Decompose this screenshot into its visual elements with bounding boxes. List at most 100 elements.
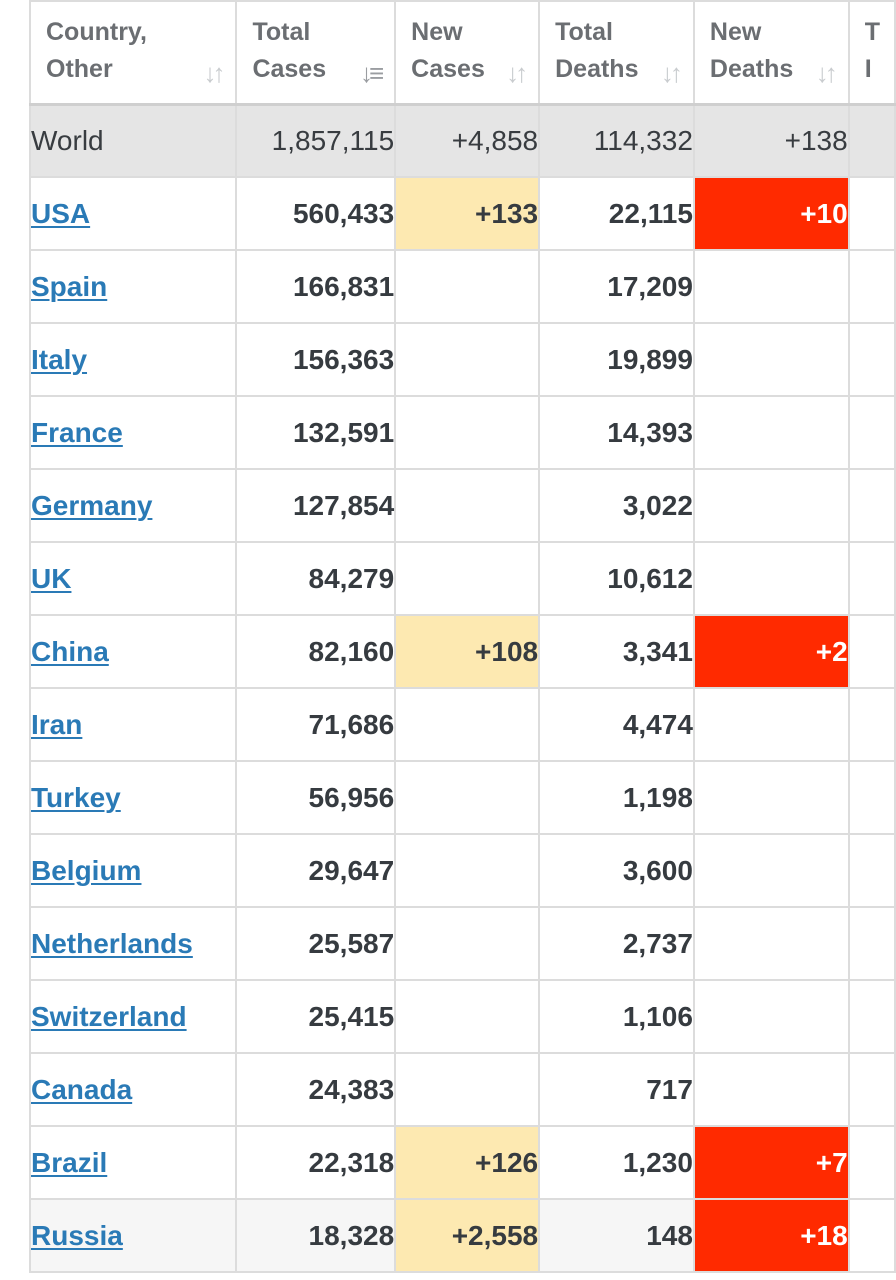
sort-arrows-icon[interactable]: ↓↑ xyxy=(506,58,528,88)
new-deaths-cell xyxy=(692,1052,850,1127)
country-link[interactable]: Russia xyxy=(31,1219,123,1251)
sort-arrows-icon[interactable]: ↓↑ xyxy=(203,58,225,88)
table-row: Germany 127,854 3,022 xyxy=(28,468,896,543)
new-cases-cell: +133 xyxy=(394,176,541,251)
new-cases-cell xyxy=(394,687,541,762)
country-link[interactable]: France xyxy=(31,416,123,448)
sort-desc-icon[interactable]: ↓≡ xyxy=(360,58,384,88)
total-deaths-cell: 22,115 xyxy=(538,176,695,251)
world-total-row: World 1,857,115 +4,858 114,332 +138 xyxy=(28,103,896,178)
header-line: Cases xyxy=(252,55,327,83)
header-line: Total xyxy=(555,18,613,46)
new-deaths-cell xyxy=(692,760,850,835)
table-row: Belgium 29,647 3,600 xyxy=(28,833,896,908)
country-cell: China xyxy=(28,614,238,689)
partial-cell xyxy=(847,176,896,251)
column-header-total-cases[interactable]: Total Cases ↓≡ xyxy=(235,0,397,106)
world-total-cases: 1,857,115 xyxy=(235,103,397,178)
total-deaths-cell: 3,341 xyxy=(538,614,695,689)
country-link[interactable]: Switzerland xyxy=(31,1000,187,1032)
total-cases-cell: 25,587 xyxy=(235,906,397,981)
new-deaths-cell xyxy=(692,979,850,1054)
coronavirus-stats-table: Country, Other ↓↑ Total Cases ↓≡ New Cas… xyxy=(28,0,896,1273)
country-cell: Italy xyxy=(28,322,238,397)
header-line: Country, xyxy=(46,18,147,46)
table-row: Iran 71,686 4,474 xyxy=(28,687,896,762)
country-cell: Brazil xyxy=(28,1125,238,1200)
total-deaths-cell: 1,198 xyxy=(538,760,695,835)
new-deaths-cell xyxy=(692,833,850,908)
column-header-total-deaths[interactable]: Total Deaths ↓↑ xyxy=(538,0,695,106)
country-link[interactable]: Spain xyxy=(31,270,108,302)
sort-arrows-icon[interactable]: ↓↑ xyxy=(815,58,838,88)
new-deaths-cell xyxy=(692,395,850,470)
new-deaths-cell xyxy=(692,249,850,324)
partial-cell xyxy=(847,833,896,908)
new-cases-cell xyxy=(394,249,541,324)
table-row: Russia 18,328 +2,558 148 +18 xyxy=(28,1198,896,1273)
country-link[interactable]: UK xyxy=(31,562,72,594)
table-row: USA 560,433 +133 22,115 +10 xyxy=(28,176,896,251)
new-deaths-cell xyxy=(692,906,850,981)
new-deaths-cell xyxy=(692,468,850,543)
header-line: New xyxy=(411,18,463,46)
country-link[interactable]: Turkey xyxy=(31,781,121,813)
total-deaths-cell: 3,022 xyxy=(538,468,695,543)
left-margin xyxy=(0,0,30,1280)
new-deaths-cell xyxy=(692,687,850,762)
country-link[interactable]: Brazil xyxy=(31,1146,108,1178)
total-cases-cell: 166,831 xyxy=(235,249,397,324)
column-header-partial[interactable]: T I xyxy=(847,0,896,106)
table-row: UK 84,279 10,612 xyxy=(28,541,896,616)
column-header-new-cases[interactable]: New Cases ↓↑ xyxy=(394,0,541,106)
partial-cell xyxy=(847,1125,896,1200)
country-link[interactable]: Canada xyxy=(31,1073,133,1105)
country-cell: Iran xyxy=(28,687,238,762)
partial-cell xyxy=(847,541,896,616)
country-link[interactable]: Germany xyxy=(31,489,153,521)
country-cell: France xyxy=(28,395,238,470)
total-cases-cell: 82,160 xyxy=(235,614,397,689)
new-cases-cell xyxy=(394,468,541,543)
country-link[interactable]: USA xyxy=(31,197,91,229)
new-deaths-cell xyxy=(692,322,850,397)
total-cases-cell: 156,363 xyxy=(235,322,397,397)
partial-cell xyxy=(847,1198,896,1273)
total-deaths-cell: 19,899 xyxy=(538,322,695,397)
total-deaths-cell: 3,600 xyxy=(538,833,695,908)
header-line: T xyxy=(864,18,880,46)
header-line: New xyxy=(709,18,762,46)
world-label: World xyxy=(28,103,238,178)
header-line: Other xyxy=(46,55,113,83)
new-deaths-cell: +2 xyxy=(692,614,850,689)
partial-cell xyxy=(847,760,896,835)
table-row: Spain 166,831 17,209 xyxy=(28,249,896,324)
new-cases-cell: +2,558 xyxy=(394,1198,541,1273)
new-cases-cell xyxy=(394,906,541,981)
column-header-country[interactable]: Country, Other ↓↑ xyxy=(28,0,238,106)
column-header-new-deaths[interactable]: New Deaths ↓↑ xyxy=(692,0,850,106)
total-deaths-cell: 14,393 xyxy=(538,395,695,470)
total-deaths-cell: 1,106 xyxy=(538,979,695,1054)
country-link[interactable]: Belgium xyxy=(31,854,142,886)
total-cases-cell: 84,279 xyxy=(235,541,397,616)
sort-arrows-icon[interactable]: ↓↑ xyxy=(660,58,683,88)
partial-cell xyxy=(847,249,896,324)
country-link[interactable]: China xyxy=(31,635,109,667)
country-link[interactable]: Netherlands xyxy=(31,927,193,959)
header-line: Deaths xyxy=(555,55,639,83)
country-link[interactable]: Italy xyxy=(31,343,88,375)
world-new-cases: +4,858 xyxy=(394,103,541,178)
country-cell: Netherlands xyxy=(28,906,238,981)
country-cell: Spain xyxy=(28,249,238,324)
world-total-deaths: 114,332 xyxy=(538,103,695,178)
header-line: Total xyxy=(252,18,311,46)
new-cases-cell xyxy=(394,1052,541,1127)
total-cases-cell: 22,318 xyxy=(235,1125,397,1200)
total-deaths-cell: 717 xyxy=(538,1052,695,1127)
country-cell: Russia xyxy=(28,1198,238,1273)
world-new-deaths: +138 xyxy=(692,103,850,178)
country-cell: UK xyxy=(28,541,238,616)
country-cell: Canada xyxy=(28,1052,238,1127)
country-link[interactable]: Iran xyxy=(31,708,83,740)
